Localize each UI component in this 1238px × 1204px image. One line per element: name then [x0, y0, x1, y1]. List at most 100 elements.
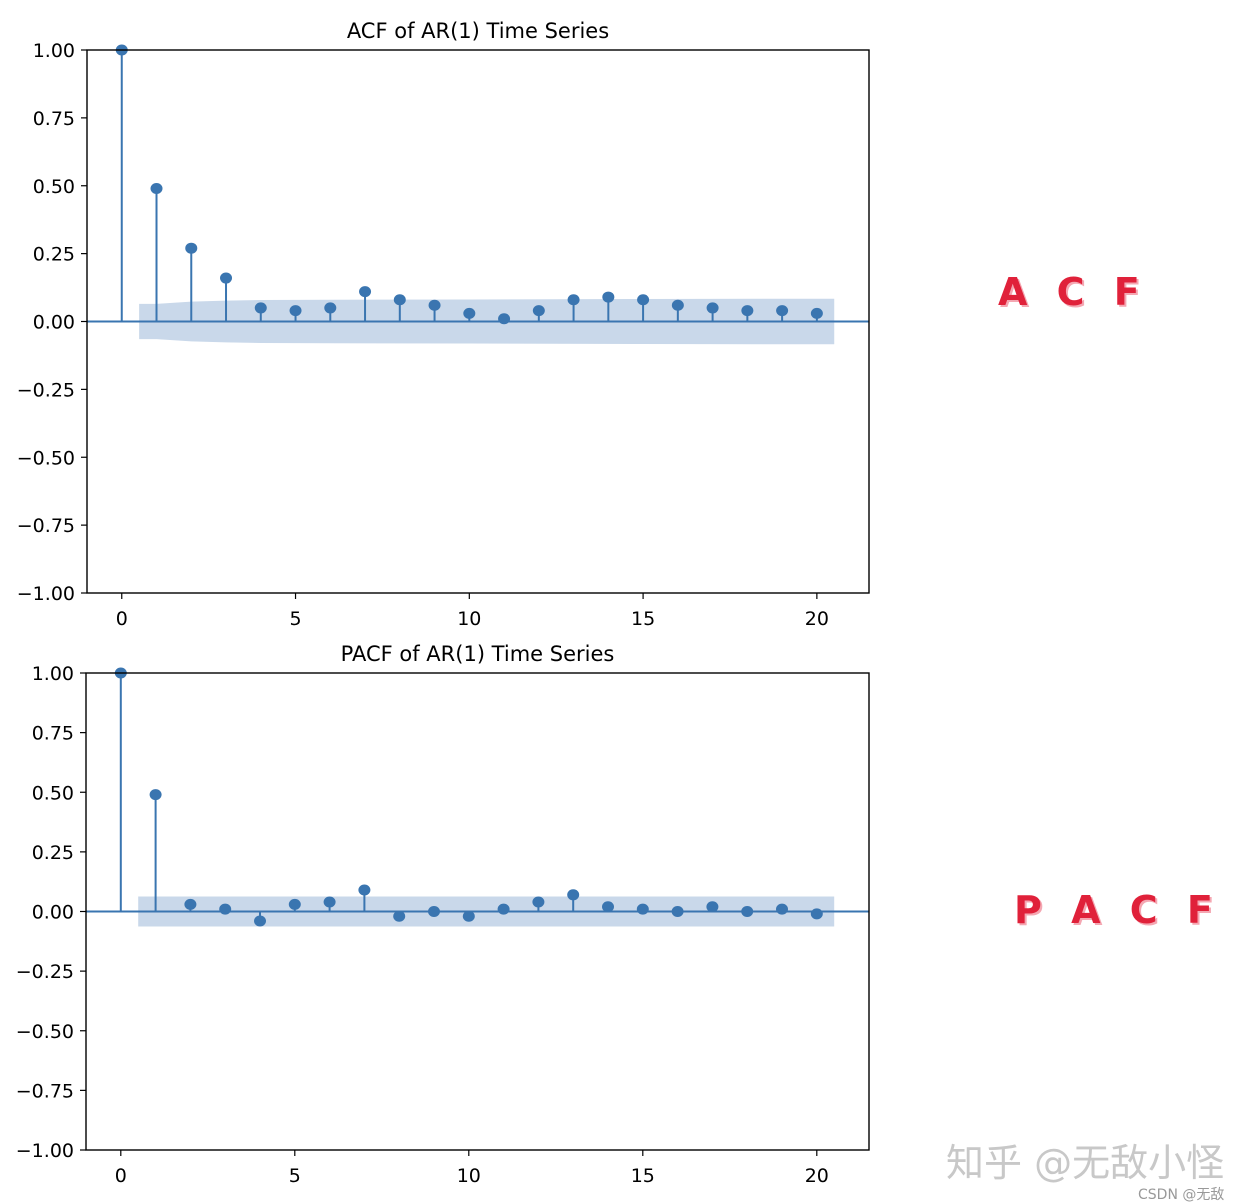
pacf-x-tick-label: 15	[631, 1165, 655, 1187]
acf-x-tick-label: 10	[457, 608, 481, 630]
pacf-stem-lag-20	[810, 908, 823, 920]
acf-marker-lag-2	[185, 242, 198, 254]
acf-marker-lag-6	[324, 302, 337, 314]
pacf-marker-lag-6	[323, 896, 336, 908]
acf-stem-lag-10	[463, 307, 476, 322]
acf-y-tick-label: 0.25	[33, 244, 75, 266]
acf-stem-lag-15	[637, 294, 650, 322]
acf-stem-lag-9	[428, 299, 441, 322]
pacf-marker-lag-5	[288, 898, 301, 910]
pacf-y-tick-label: −0.75	[16, 1080, 74, 1102]
pacf-stem-lag-1	[149, 789, 162, 912]
acf-stem-lag-14	[602, 291, 615, 322]
acf-stem-lag-2	[185, 242, 198, 322]
acf-marker-lag-8	[393, 294, 406, 306]
acf-title: ACF of AR(1) Time Series	[347, 19, 609, 43]
acf-stem-lag-7	[359, 286, 372, 322]
pacf-stem-lag-9	[428, 906, 440, 917]
acf-marker-lag-5	[289, 305, 302, 317]
pacf-stem-lag-6	[323, 896, 336, 912]
pacf-marker-lag-3	[219, 903, 232, 915]
acf-marker-lag-3	[220, 272, 233, 284]
pacf-marker-lag-9	[428, 906, 440, 917]
acf-chart: ACF of AR(1) Time Series 0 5 10 15 20 1.00 0.75…	[17, 19, 870, 630]
acf-y-tick-label: 0.00	[33, 312, 75, 334]
pacf-marker-lag-17	[706, 901, 719, 913]
pacf-x-tick-label: 5	[289, 1165, 301, 1187]
pacf-marker-lag-14	[602, 901, 614, 913]
pacf-stem-lag-10	[462, 910, 475, 922]
acf-side-label: A C F	[998, 270, 1142, 314]
pacf-stem-lag-3	[219, 903, 232, 915]
pacf-marker-lag-7	[358, 884, 371, 896]
acf-y-tick-label: −0.25	[17, 379, 75, 401]
pacf-chart: PACF of AR(1) Time Series 0 5 10 15 20 1.00 0.7…	[16, 642, 870, 1187]
acf-marker-lag-7	[359, 286, 372, 298]
pacf-stem-lag-18	[741, 906, 754, 917]
acf-x-tick-label: 5	[289, 608, 301, 630]
acf-stem-lag-11	[498, 313, 511, 325]
acf-x-tick-label: 0	[116, 608, 128, 630]
pacf-marker-lag-8	[393, 910, 406, 922]
acf-stem-lag-19	[776, 305, 789, 322]
pacf-marker-lag-19	[776, 903, 788, 915]
acf-stem-lag-8	[393, 294, 406, 322]
pacf-stem-lag-14	[602, 901, 614, 913]
pacf-y-tick-label: −0.50	[16, 1021, 74, 1043]
acf-stem-lag-16	[671, 299, 684, 322]
pacf-stem-lag-17	[706, 901, 719, 913]
acf-stem-lag-5	[289, 305, 302, 322]
pacf-marker-lag-18	[741, 906, 754, 917]
pacf-stem-lag-5	[288, 898, 301, 912]
acf-marker-lag-10	[463, 307, 476, 319]
acf-stem-lag-6	[324, 302, 337, 322]
watermark-sub: CSDN @无敌	[1138, 1187, 1225, 1203]
pacf-stem-lag-7	[358, 884, 371, 912]
pacf-x-tick-label: 0	[115, 1165, 127, 1187]
acf-marker-lag-11	[498, 313, 511, 325]
acf-stem-lag-0	[115, 44, 128, 322]
acf-marker-lag-4	[254, 302, 267, 314]
pacf-side-label: P A C F	[1014, 888, 1215, 932]
watermark: 知乎 @无敌小怪	[946, 1141, 1225, 1185]
acf-stem-lag-17	[706, 302, 719, 322]
pacf-stem-lag-12	[532, 896, 545, 912]
pacf-x-tick-label: 20	[805, 1165, 829, 1187]
pacf-marker-lag-11	[497, 903, 510, 915]
pacf-stem-lag-8	[393, 910, 406, 922]
acf-y-tick-label: −0.50	[17, 447, 75, 469]
pacf-marker-lag-16	[671, 906, 684, 917]
acf-stem-lag-3	[220, 272, 233, 322]
pacf-y-tick-label: −1.00	[16, 1140, 74, 1162]
acf-marker-lag-9	[428, 299, 441, 311]
pacf-marker-lag-12	[532, 896, 545, 908]
pacf-x-tick-label: 10	[457, 1165, 481, 1187]
pacf-y-tick-label: −0.25	[16, 961, 74, 983]
acf-marker-lag-12	[532, 305, 545, 317]
acf-y-tick-label: 0.50	[33, 176, 75, 198]
acf-marker-lag-1	[150, 182, 163, 194]
pacf-marker-lag-20	[810, 908, 823, 920]
acf-stem-lag-1	[150, 182, 163, 322]
acf-stem-lag-20	[810, 307, 823, 322]
pacf-stem-lag-13	[567, 889, 580, 912]
acf-x-tick-label: 20	[805, 608, 829, 630]
acf-y-tick-label: 1.00	[33, 40, 75, 62]
acf-marker-lag-17	[706, 302, 719, 314]
pacf-marker-lag-10	[462, 910, 475, 922]
acf-marker-lag-15	[637, 294, 650, 306]
pacf-y-tick-label: 0.00	[32, 902, 74, 924]
acf-marker-lag-19	[776, 305, 789, 317]
acf-stem-lag-4	[254, 302, 267, 322]
pacf-marker-lag-15	[636, 903, 649, 915]
acf-stem-lag-13	[567, 294, 580, 322]
acf-marker-lag-14	[602, 291, 615, 303]
pacf-y-tick-label: 0.25	[32, 842, 74, 864]
acf-marker-lag-20	[810, 307, 823, 319]
pacf-stem-lag-2	[184, 898, 197, 912]
pacf-marker-lag-2	[184, 898, 197, 910]
acf-y-tick-label: −0.75	[17, 515, 75, 537]
pacf-stem-lag-11	[497, 903, 510, 915]
acf-x-tick-label: 15	[631, 608, 655, 630]
pacf-marker-lag-1	[149, 789, 162, 801]
